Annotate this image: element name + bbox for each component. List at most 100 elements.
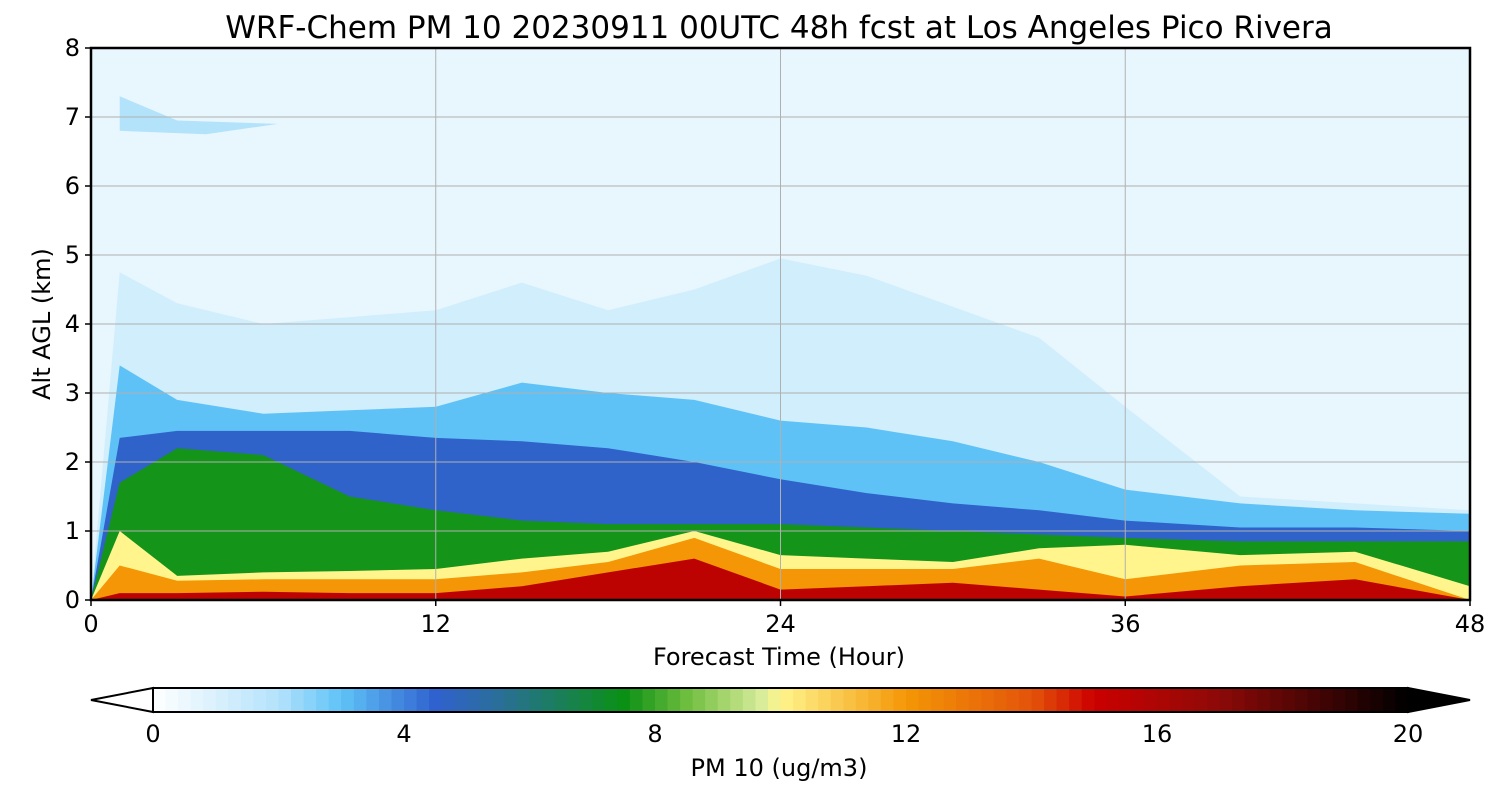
- colorbar-segment: [1106, 688, 1120, 712]
- y-axis-ticks: 0 1 2 3 4 5 6 7 8: [65, 34, 91, 614]
- colorbar-segment: [529, 688, 543, 712]
- colorbar-segment: [441, 688, 455, 712]
- x-tick-label: 24: [765, 610, 796, 638]
- colorbar-segment: [1307, 688, 1321, 712]
- colorbar-segment: [303, 688, 317, 712]
- colorbar-segment: [366, 688, 380, 712]
- colorbar-segment: [1370, 688, 1384, 712]
- colorbar-segment: [730, 688, 744, 712]
- colorbar-tick-label: 0: [145, 720, 160, 748]
- colorbar-segment: [742, 688, 756, 712]
- colorbar-tick-label: 4: [396, 720, 411, 748]
- y-tick-label: 2: [65, 448, 80, 476]
- colorbar-segment: [1081, 688, 1095, 712]
- colorbar-segment: [1169, 688, 1183, 712]
- colorbar-segment: [1382, 688, 1397, 712]
- colorbar-segment: [454, 688, 468, 712]
- y-tick-label: 5: [65, 241, 80, 269]
- colorbar: 0 4 8 12 16 20: [90, 686, 1471, 748]
- colorbar-segment: [228, 688, 242, 712]
- grid-lines: [91, 48, 1470, 600]
- colorbar-segment: [604, 688, 618, 712]
- layer-upper-patches: [119, 96, 278, 135]
- colorbar-segment: [692, 688, 706, 712]
- colorbar-segment: [429, 688, 443, 712]
- colorbar-segment: [479, 688, 493, 712]
- y-tick-label: 3: [65, 379, 80, 407]
- colorbar-segment: [629, 688, 644, 712]
- colorbar-segment: [240, 688, 254, 712]
- colorbar-tick-label: 12: [891, 720, 922, 748]
- colorbar-extend-max: [1407, 686, 1471, 714]
- colorbar-segment: [1395, 688, 1409, 712]
- colorbar-segment: [906, 688, 920, 712]
- colorbar-segment: [1056, 688, 1070, 712]
- colorbar-segment: [1131, 688, 1146, 712]
- x-tick-label: 36: [1110, 610, 1141, 638]
- colorbar-segment: [1031, 688, 1045, 712]
- colorbar-segment: [1157, 688, 1171, 712]
- colorbar-segment: [416, 688, 430, 712]
- colorbar-segment: [830, 688, 844, 712]
- colorbar-segment: [592, 688, 606, 712]
- colorbar-segment: [755, 688, 769, 712]
- colorbar-segment: [1069, 688, 1083, 712]
- colorbar-segment: [391, 688, 405, 712]
- x-tick-label: 0: [83, 610, 98, 638]
- colorbar-segment: [1207, 688, 1221, 712]
- colorbar-segment: [278, 688, 292, 712]
- colorbar-segment: [1232, 688, 1246, 712]
- colorbar-segment: [680, 688, 694, 712]
- colorbar-segment: [818, 688, 832, 712]
- y-tick-label: 1: [65, 517, 80, 545]
- colorbar-frame: [152, 687, 1409, 713]
- colorbar-segment: [1282, 688, 1296, 712]
- colorbar-segment: [1194, 688, 1208, 712]
- colorbar-segment: [1295, 688, 1309, 712]
- colorbar-segment: [542, 688, 556, 712]
- chart-title: WRF-Chem PM 10 20230911 00UTC 48h fcst a…: [225, 10, 1332, 46]
- y-tick-label: 6: [65, 172, 80, 200]
- colorbar-segment: [968, 688, 982, 712]
- colorbar-segment: [253, 688, 267, 712]
- colorbar-segment: [843, 688, 857, 712]
- colorbar-segment: [516, 688, 531, 712]
- colorbar-segment: [328, 688, 342, 712]
- colorbar-segment: [793, 688, 807, 712]
- colorbar-segment: [956, 688, 970, 712]
- colorbar-segment: [931, 688, 945, 712]
- colorbar-segment: [1044, 688, 1058, 712]
- colorbar-segment: [153, 688, 167, 712]
- colorbar-segment: [341, 688, 355, 712]
- colorbar-segment: [1018, 688, 1033, 712]
- colorbar-segment: [880, 688, 895, 712]
- colorbar-segment: [404, 688, 418, 712]
- colorbar-segment: [1219, 688, 1233, 712]
- colorbar-segment: [353, 688, 367, 712]
- colorbar-segment: [1269, 688, 1284, 712]
- y-tick-label: 8: [65, 34, 80, 62]
- y-tick-label: 7: [65, 103, 80, 131]
- colorbar-tick-label: 8: [647, 720, 662, 748]
- colorbar-segment: [1320, 688, 1334, 712]
- colorbar-segment: [579, 688, 593, 712]
- colorbar-segment: [893, 688, 907, 712]
- colorbar-tick-label: 20: [1393, 720, 1424, 748]
- colorbar-segment: [466, 688, 480, 712]
- colorbar-segment: [1119, 688, 1133, 712]
- x-axis-label: Forecast Time (Hour): [653, 643, 905, 671]
- x-axis-ticks: 0 12 24 36 48: [83, 600, 1485, 638]
- colorbar-segment: [1332, 688, 1346, 712]
- x-tick-label: 12: [420, 610, 451, 638]
- colorbar-segment: [868, 688, 882, 712]
- colorbar-segment: [943, 688, 957, 712]
- colorbar-segment: [567, 688, 581, 712]
- colorbar-segment: [642, 688, 656, 712]
- colorbar-segment: [767, 688, 782, 712]
- y-tick-label: 4: [65, 310, 80, 338]
- colorbar-segment: [265, 688, 280, 712]
- colorbar-segment: [491, 688, 505, 712]
- colorbar-segment: [1257, 688, 1271, 712]
- colorbar-segment: [855, 688, 869, 712]
